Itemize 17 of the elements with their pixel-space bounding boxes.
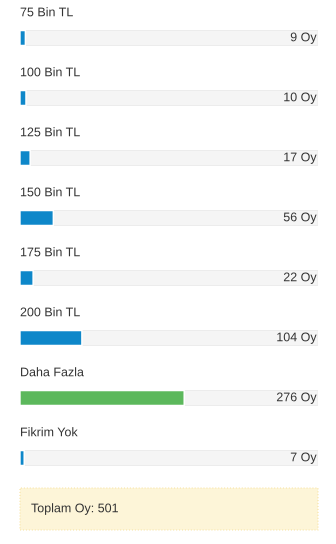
data-label: 104 Oy: [277, 332, 317, 344]
y-tick-label: 200 Bin TL: [20, 307, 80, 316]
y-tick-label: 125 Bin TL: [20, 127, 80, 136]
y-tick-label: Daha Fazla: [21, 367, 84, 376]
data-label: 10 Oy: [284, 92, 317, 104]
data-label: 7 Oy: [290, 452, 317, 464]
y-tick-label: 175 Bin TL: [20, 247, 80, 256]
data-label: 17 Oy: [284, 152, 317, 164]
data-label: 276 Oy: [276, 392, 317, 404]
y-tick-label: Fikrim Yok: [21, 427, 78, 436]
text: Toplam Oy: 501: [31, 503, 118, 515]
y-tick-label: 150 Bin TL: [20, 187, 80, 196]
data-label: 56 Oy: [284, 212, 317, 224]
data-label: 22 Oy: [284, 272, 317, 284]
data-label: 9 Oy: [290, 32, 317, 44]
y-tick-label: 75 Bin TL: [20, 7, 73, 16]
y-tick-label: 100 Bin TL: [20, 67, 80, 76]
